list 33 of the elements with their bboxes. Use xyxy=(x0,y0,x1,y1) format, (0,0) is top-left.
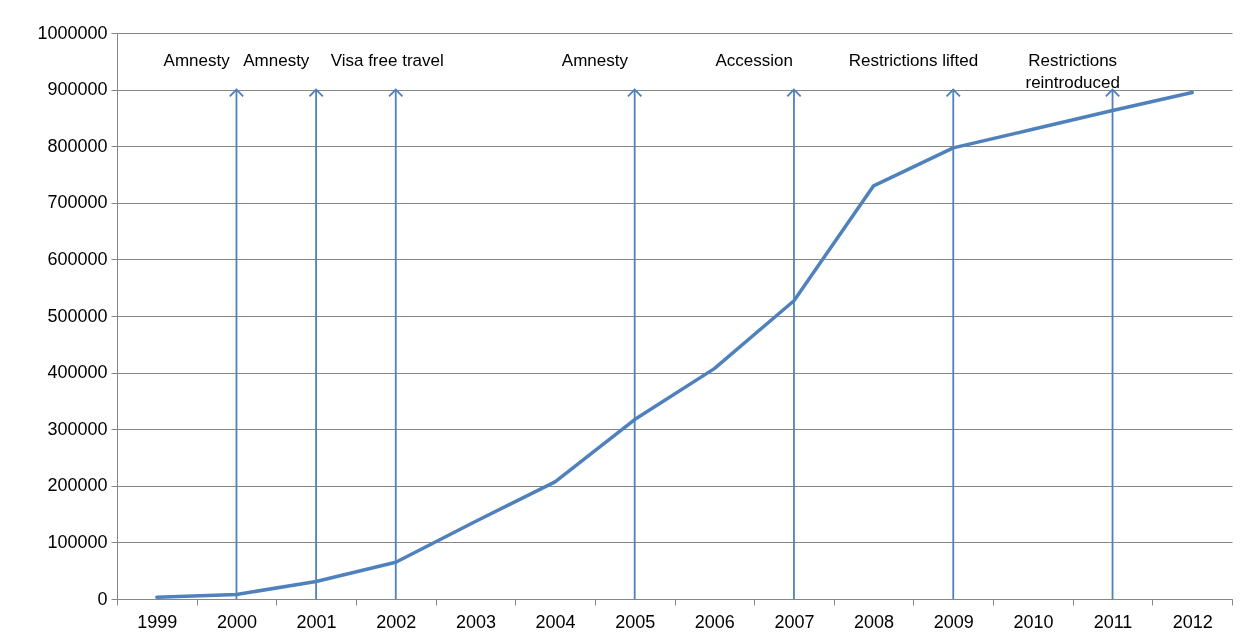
x-tick-label: 2011 xyxy=(1093,611,1133,632)
x-tick-label: 2008 xyxy=(854,611,895,632)
y-tick-label: 800000 xyxy=(47,135,108,156)
y-tick-label: 500000 xyxy=(47,305,108,326)
ref-line-label: Restrictions lifted xyxy=(848,51,979,71)
x-tick-label: 2006 xyxy=(694,611,735,632)
y-tick-label: 300000 xyxy=(47,418,108,439)
ref-line-label: Amnesty xyxy=(243,51,310,71)
y-tick-label: 900000 xyxy=(47,79,108,100)
x-tick-label: 1999 xyxy=(137,611,178,632)
x-tick-label: 2000 xyxy=(216,611,257,632)
x-tick-label: 2001 xyxy=(296,611,337,632)
ref-line-label: Amnesty xyxy=(561,51,629,71)
y-tick-label: 0 xyxy=(97,588,108,609)
x-tick-label: 2009 xyxy=(933,611,974,632)
y-tick-label: 100000 xyxy=(47,531,108,552)
y-tick-label: 600000 xyxy=(47,248,108,269)
x-tick-label: 2012 xyxy=(1172,611,1213,632)
line-series xyxy=(155,90,1194,600)
x-tick-label: 2004 xyxy=(535,611,576,632)
x-tick-label: 2005 xyxy=(615,611,656,632)
x-tick-label: 2003 xyxy=(455,611,496,632)
ref-line-label: Amnesty xyxy=(163,51,231,71)
x-tick-label: 2010 xyxy=(1013,611,1054,632)
ref-line-label: Restrictions reintroduced xyxy=(1025,51,1120,93)
y-tick-label: 400000 xyxy=(47,362,108,383)
ref-line-label: Accession xyxy=(715,51,793,71)
x-tick-label: 2002 xyxy=(376,611,417,632)
y-tick-label: 1000000 xyxy=(37,22,108,43)
y-tick-label: 200000 xyxy=(47,475,108,496)
ref-line-label: Visa free travel xyxy=(330,51,444,71)
y-tick-label: 700000 xyxy=(47,192,108,213)
x-tick-label: 2007 xyxy=(774,611,815,632)
